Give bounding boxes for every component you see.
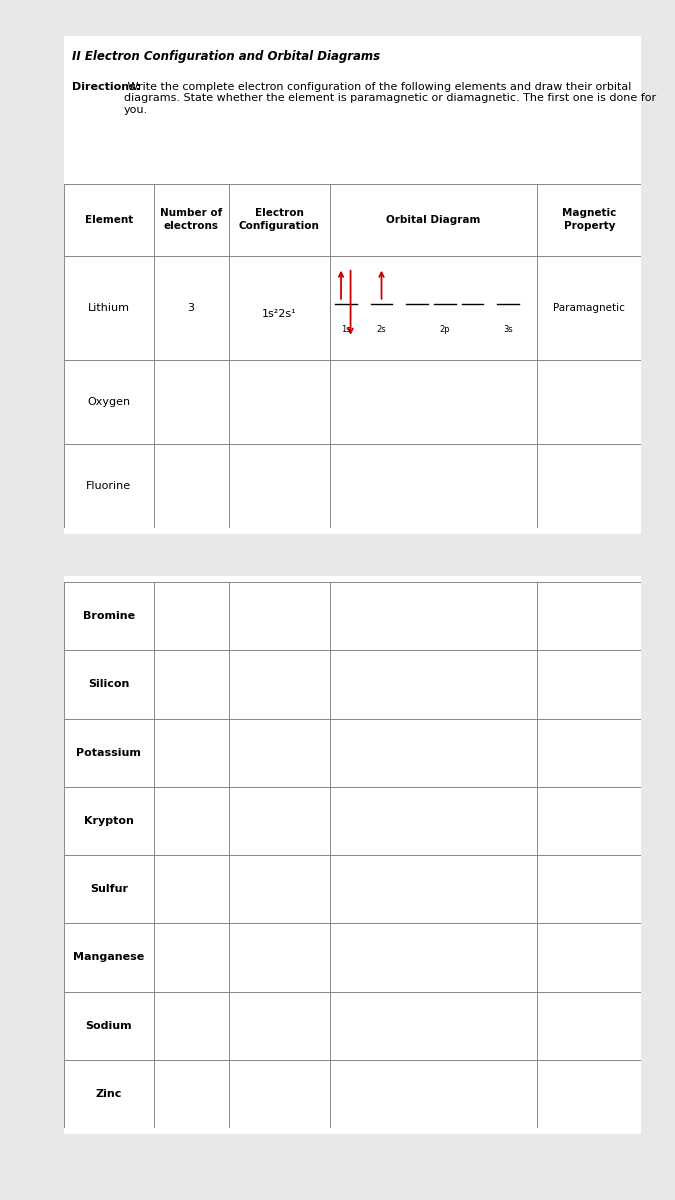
- Text: 2s: 2s: [377, 325, 386, 335]
- Text: Electron
Configuration: Electron Configuration: [239, 209, 319, 230]
- Text: Zinc: Zinc: [96, 1088, 122, 1099]
- Text: 1s²2s¹: 1s²2s¹: [262, 308, 296, 319]
- Text: Potassium: Potassium: [76, 748, 141, 757]
- Text: Oxygen: Oxygen: [87, 397, 130, 407]
- Text: 3s: 3s: [504, 325, 513, 335]
- Text: Fluorine: Fluorine: [86, 481, 132, 491]
- Text: Orbital Diagram: Orbital Diagram: [386, 215, 481, 224]
- Text: Write the complete electron configuration of the following elements and draw the: Write the complete electron configuratio…: [124, 82, 655, 115]
- Text: Sodium: Sodium: [86, 1021, 132, 1031]
- Text: Number of
electrons: Number of electrons: [160, 209, 222, 230]
- Text: 3: 3: [188, 302, 194, 313]
- Text: Magnetic
Property: Magnetic Property: [562, 209, 616, 230]
- Text: Element: Element: [85, 215, 133, 224]
- Text: II Electron Configuration and Orbital Diagrams: II Electron Configuration and Orbital Di…: [72, 50, 380, 64]
- Text: Silicon: Silicon: [88, 679, 130, 689]
- Text: Sulfur: Sulfur: [90, 884, 128, 894]
- Text: 1s: 1s: [341, 325, 350, 335]
- Text: 2p: 2p: [439, 325, 450, 335]
- Text: Bromine: Bromine: [83, 611, 135, 622]
- Text: Directions:: Directions:: [72, 82, 140, 91]
- Text: Paramagnetic: Paramagnetic: [554, 302, 625, 313]
- Text: Krypton: Krypton: [84, 816, 134, 826]
- Text: Lithium: Lithium: [88, 302, 130, 313]
- Text: Manganese: Manganese: [73, 953, 144, 962]
